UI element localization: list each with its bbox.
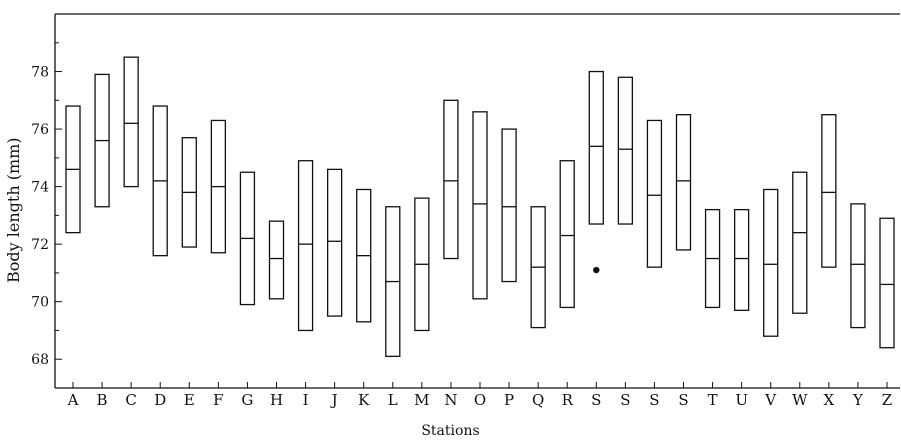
box-R (559, 160, 575, 309)
box-H (268, 220, 285, 300)
box-V (763, 188, 779, 337)
box-S (617, 76, 634, 225)
x-tick-label: F (213, 391, 223, 409)
x-tick-label: N (444, 391, 457, 409)
x-tick-label: X (824, 391, 835, 409)
x-tick-label: R (562, 391, 574, 409)
x-tick-label: Z (882, 391, 892, 409)
x-tick-label: L (388, 391, 398, 409)
y-tick-label: 68 (31, 352, 49, 368)
box-I (297, 160, 314, 332)
box-N (443, 99, 459, 260)
box-P (501, 128, 517, 283)
x-tick-label: A (67, 391, 79, 409)
y-tick-label: 74 (31, 180, 49, 196)
box-Y (850, 203, 866, 329)
box-S (646, 119, 663, 268)
x-tick-label: B (97, 391, 108, 409)
y-tick-label: 76 (31, 122, 49, 138)
box-U (733, 208, 750, 311)
points (593, 266, 600, 274)
box-S (588, 70, 604, 225)
y-axis-label: Body length (mm) (4, 137, 23, 283)
box-O (472, 111, 488, 300)
x-axis-label: Stations (421, 423, 480, 439)
box-J (326, 168, 343, 317)
x-tick-label: E (184, 391, 195, 409)
x-tick-label: G (241, 391, 253, 409)
x-tick-label: K (358, 391, 370, 409)
x-tick-label: U (735, 391, 748, 409)
axes (54, 13, 900, 389)
x-tick-label: J (330, 391, 338, 409)
y-tick-label: 78 (31, 65, 49, 81)
x-tick-label: S (678, 391, 688, 409)
x-tick-label: H (270, 391, 283, 409)
x-tick-label: C (125, 391, 136, 409)
x-tick-label: M (414, 391, 429, 409)
y-tick-label: 72 (31, 237, 49, 253)
box-X (821, 114, 837, 268)
data-point (593, 266, 600, 274)
box-C (123, 56, 139, 188)
x-tick-label: S (591, 391, 601, 409)
x-tick-label: S (620, 391, 630, 409)
x-tick-label: V (764, 391, 777, 409)
x-tick-label: Y (852, 391, 864, 409)
x-tick-label: W (792, 391, 808, 409)
x-tick-label: Q (532, 391, 544, 409)
boxes (65, 56, 895, 358)
x-tick-label: T (708, 391, 718, 409)
x-tick-label: I (303, 391, 309, 409)
box-W (792, 171, 808, 314)
x-tick-label: O (474, 391, 486, 409)
y-ticks: 68 70 72 74 76 78 (31, 13, 62, 389)
y-tick-label: 70 (31, 295, 49, 311)
box-Z (879, 217, 895, 349)
x-tick-label: D (154, 391, 166, 409)
box-S (675, 114, 692, 251)
x-tick-label: P (504, 391, 514, 409)
x-tick-label: S (649, 391, 659, 409)
